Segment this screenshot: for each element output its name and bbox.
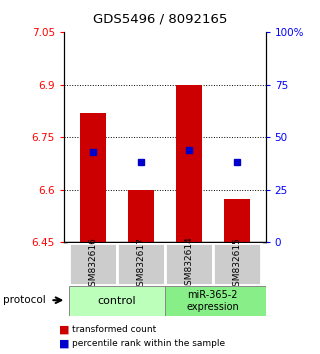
Bar — [176, 85, 202, 242]
Bar — [128, 190, 154, 242]
Text: GSM832617: GSM832617 — [136, 236, 145, 292]
Text: ■: ■ — [59, 325, 70, 335]
Text: protocol: protocol — [3, 295, 46, 305]
Bar — [165, 243, 213, 285]
Bar — [69, 243, 117, 285]
Text: control: control — [98, 296, 136, 306]
Bar — [69, 286, 165, 316]
Bar — [165, 286, 266, 316]
Text: ■: ■ — [59, 338, 70, 348]
Bar — [117, 243, 165, 285]
Text: GDS5496 / 8092165: GDS5496 / 8092165 — [93, 12, 227, 25]
Text: GSM832614: GSM832614 — [184, 237, 193, 291]
Bar — [224, 199, 250, 242]
Text: miR-365-2
expression: miR-365-2 expression — [187, 290, 239, 312]
Text: GSM832615: GSM832615 — [232, 236, 241, 292]
Bar — [213, 243, 261, 285]
Text: transformed count: transformed count — [72, 325, 156, 335]
Bar — [80, 113, 106, 242]
Text: percentile rank within the sample: percentile rank within the sample — [72, 339, 225, 348]
Text: GSM832616: GSM832616 — [88, 236, 97, 292]
